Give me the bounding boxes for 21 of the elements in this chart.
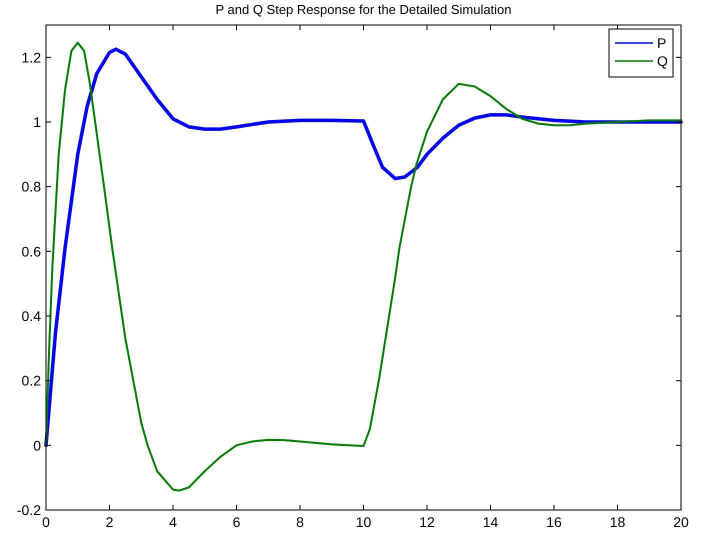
legend-label: P [657,35,666,51]
y-tick-label: 0.4 [22,308,42,324]
y-tick-label: 0.2 [22,372,42,389]
x-tick-label: 14 [482,514,498,530]
x-tick-label: 4 [169,514,178,530]
x-tick-label: 6 [232,514,241,530]
y-tick-label: 1 [33,114,42,130]
y-tick-label: 1.2 [22,49,42,66]
x-tick-label: 10 [356,514,372,530]
y-tick-label: -0.2 [16,502,42,518]
x-tick-label: 20 [673,514,689,530]
x-tick-label: 2 [106,514,114,530]
x-tick-label: 18 [610,514,626,530]
legend-label: Q [657,53,668,69]
y-tick-label: 0.6 [22,243,42,260]
y-tick-label: 0 [33,437,42,454]
x-tick-label: 8 [296,514,304,530]
x-tick-label: 12 [419,514,435,530]
chart-title: P and Q Step Response for the Detailed Simulation [215,2,512,17]
y-tick-label: 0.8 [22,178,42,195]
x-tick-label: 16 [546,514,562,530]
